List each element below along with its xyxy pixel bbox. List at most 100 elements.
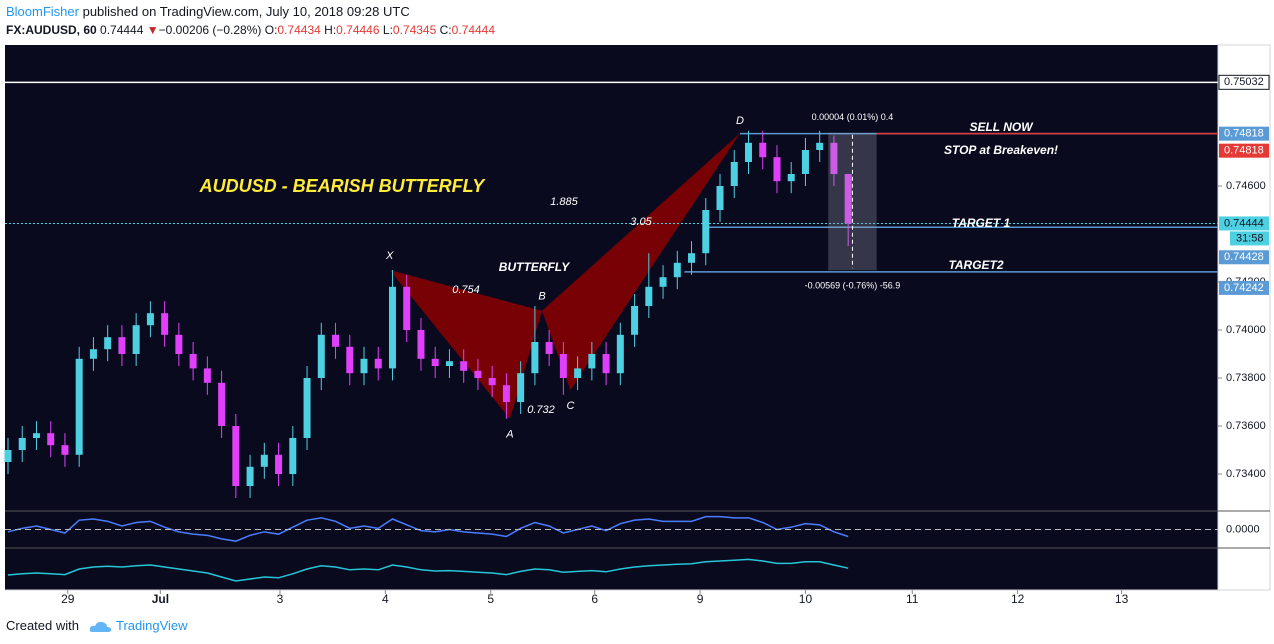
brand[interactable]: TradingView bbox=[116, 618, 188, 633]
arrow: ▼ bbox=[146, 23, 159, 37]
candle-body bbox=[545, 342, 553, 354]
candle-body bbox=[844, 174, 852, 224]
candle-body bbox=[346, 346, 354, 374]
o: 0.74434 bbox=[277, 23, 321, 37]
pattern-point-label: C bbox=[567, 400, 575, 412]
candle-body bbox=[702, 210, 710, 254]
published: published on TradingView.com, July 10, 2… bbox=[82, 4, 410, 19]
logo-cloud bbox=[89, 621, 111, 632]
pattern-point-label: X bbox=[385, 250, 394, 262]
candle-body bbox=[730, 162, 738, 186]
pattern-ratio: 0.754 bbox=[452, 284, 480, 296]
header-line-2: FX:AUDUSD, 60 0.74444 ▼−0.00206 (−0.28%)… bbox=[6, 21, 495, 39]
x-tick-label: Jul bbox=[152, 592, 169, 606]
note: SELL NOW bbox=[969, 120, 1034, 134]
candle-body bbox=[445, 361, 453, 366]
x-tick-label: 10 bbox=[799, 592, 813, 606]
level-label-box bbox=[1219, 280, 1269, 295]
candle-body bbox=[631, 306, 639, 335]
l-label: L: bbox=[382, 23, 393, 37]
x-tick-label: 13 bbox=[1115, 592, 1129, 606]
level-label-box bbox=[1219, 250, 1269, 265]
footer: Created with TradingView bbox=[6, 618, 188, 634]
level-label-box bbox=[1218, 74, 1270, 90]
pattern-triangle bbox=[542, 133, 740, 390]
header: BloomFisher published on TradingView.com… bbox=[6, 3, 495, 39]
level-label: 0.74818 bbox=[1224, 145, 1264, 157]
indicator-line bbox=[7, 515, 849, 542]
candle-body bbox=[417, 330, 425, 359]
candle-body bbox=[104, 337, 112, 350]
level-label: 0.74818 bbox=[1224, 128, 1264, 140]
candle-body bbox=[517, 373, 525, 402]
pattern-point-label: D bbox=[736, 115, 744, 127]
y-tick-label: 0.74000 bbox=[1226, 324, 1266, 336]
chart-title: AUDUSD - BEARISH BUTTERFLY bbox=[199, 176, 487, 196]
candle-body bbox=[759, 142, 767, 158]
level-label: 0.74428 bbox=[1224, 251, 1264, 263]
pattern-point-label: B bbox=[538, 291, 545, 303]
candle-body bbox=[203, 368, 211, 383]
candle-body bbox=[645, 286, 653, 306]
measure-label: -0.00569 (-0.76%) -56.9 bbox=[805, 281, 901, 291]
candle-body bbox=[801, 150, 809, 174]
symbol: FX:AUDUSD, 60 bbox=[6, 23, 97, 37]
note: STOP at Breakeven! bbox=[944, 143, 1058, 157]
candle-body bbox=[289, 438, 297, 474]
candle-body bbox=[673, 262, 681, 278]
candle-body bbox=[659, 277, 667, 287]
candle-body bbox=[61, 445, 69, 455]
candle-body bbox=[275, 454, 283, 474]
candle-body bbox=[161, 313, 169, 335]
candle-body bbox=[332, 334, 340, 347]
candle-body bbox=[218, 382, 226, 426]
header-line-1: BloomFisher published on TradingView.com… bbox=[6, 3, 495, 21]
c-label: C: bbox=[439, 23, 452, 37]
pattern-ratio: 3.05 bbox=[630, 216, 652, 228]
candle-body bbox=[574, 368, 582, 378]
y-tick-label: 0.74600 bbox=[1226, 180, 1266, 192]
y-tick-label: 0.73800 bbox=[1226, 372, 1266, 384]
candle-body bbox=[132, 325, 140, 354]
candle-body bbox=[787, 174, 795, 182]
pattern-ratio: 1.885 bbox=[550, 196, 578, 208]
candle-body bbox=[431, 358, 439, 366]
x-tick-label: 11 bbox=[906, 592, 919, 606]
o-label: O: bbox=[264, 23, 278, 37]
x-tick-label: 12 bbox=[1011, 592, 1025, 606]
candle-body bbox=[317, 334, 325, 378]
candle-body bbox=[816, 142, 824, 150]
chart: 0.734000.736000.738000.740000.742000.746… bbox=[4, 44, 1271, 606]
x-tick-label: 9 bbox=[697, 592, 704, 606]
candle-body bbox=[474, 370, 482, 378]
candle-body bbox=[488, 378, 496, 386]
candle-body bbox=[388, 286, 396, 369]
candle-body bbox=[616, 334, 624, 374]
level-label: 0.75032 bbox=[1224, 76, 1264, 88]
candle-body bbox=[246, 466, 254, 486]
x-tick-label: 6 bbox=[591, 592, 598, 606]
candle-body bbox=[4, 450, 12, 462]
pattern-point-label: A bbox=[505, 429, 513, 441]
countdown: 31:58 bbox=[1236, 232, 1264, 244]
candle-body bbox=[502, 385, 510, 402]
author[interactable]: BloomFisher bbox=[6, 4, 79, 19]
x-tick-label: 3 bbox=[277, 592, 284, 606]
candle-body bbox=[602, 354, 610, 374]
candle-body bbox=[374, 358, 382, 369]
candle-body bbox=[773, 157, 781, 182]
change: −0.00206 (−0.28%) bbox=[158, 23, 262, 37]
level-label-box bbox=[1219, 216, 1269, 231]
level-label-box bbox=[1219, 143, 1269, 158]
pattern-ratio: 0.732 bbox=[527, 404, 555, 416]
level-label: 0.74242 bbox=[1224, 282, 1264, 294]
measure-label: 0.00004 (0.01%) 0.4 bbox=[812, 112, 894, 122]
candle-body bbox=[47, 433, 55, 446]
y-tick-label: 0.73600 bbox=[1226, 420, 1266, 432]
indicator-line bbox=[7, 558, 849, 582]
candle-body bbox=[744, 142, 752, 162]
created: Created with bbox=[6, 618, 79, 633]
x-tick-label: 29 bbox=[61, 592, 75, 606]
candle-body bbox=[460, 361, 468, 371]
